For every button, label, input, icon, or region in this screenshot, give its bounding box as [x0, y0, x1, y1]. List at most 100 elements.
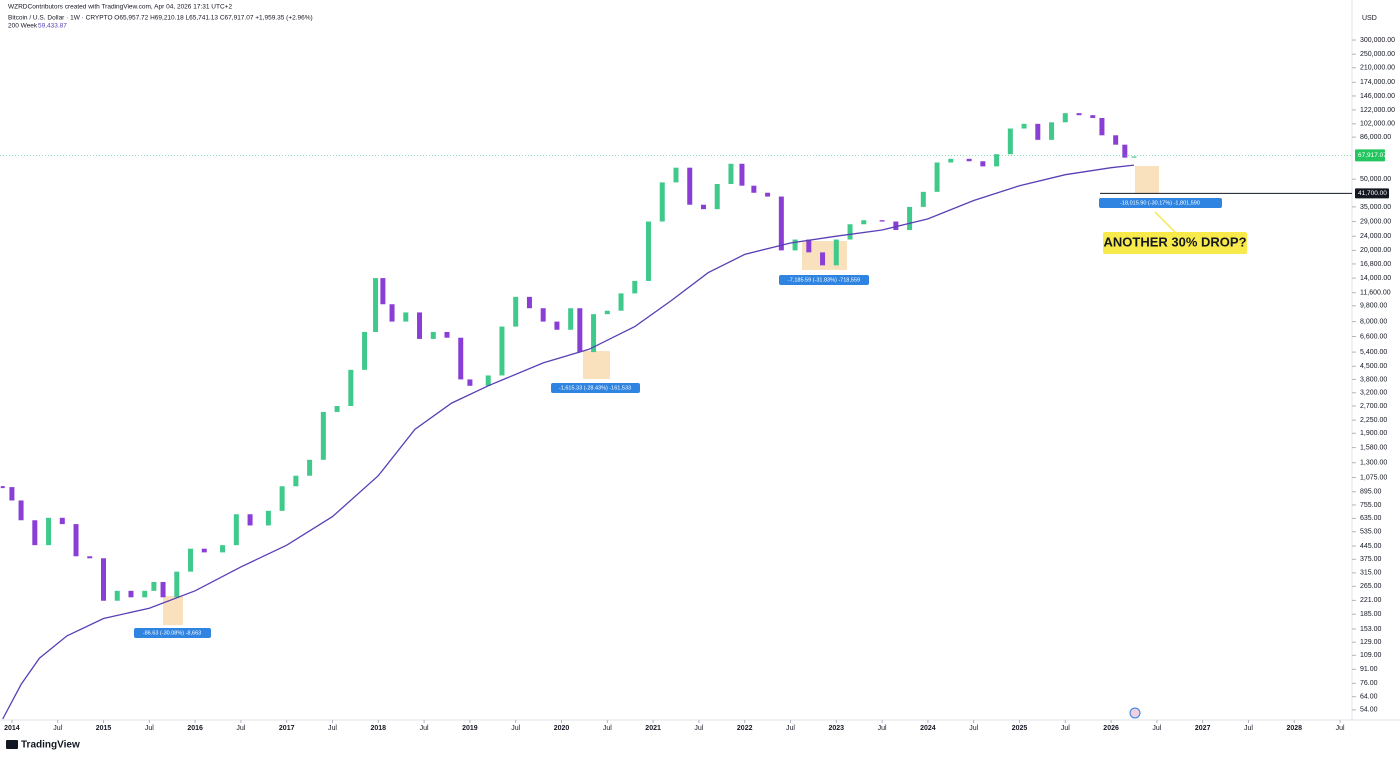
- candle: [751, 185, 757, 193]
- y-tick-label: 76.00: [1360, 680, 1378, 687]
- measure-label: -18,015.90 (-30.17%) -1,801,590: [1120, 200, 1200, 206]
- candle: [687, 167, 693, 205]
- measure-label: -7,185.59 (-31.83%) -718,559: [788, 277, 860, 283]
- candle: [739, 163, 745, 186]
- candle: [861, 220, 867, 225]
- y-tick-label: 5,400.00: [1360, 349, 1387, 356]
- candle: [362, 331, 368, 370]
- y-tick-label: 20,000.00: [1360, 247, 1391, 254]
- candle: [32, 520, 38, 546]
- candle: [806, 239, 812, 253]
- candle: [389, 304, 395, 322]
- candle: [765, 192, 771, 197]
- candle: [700, 204, 706, 210]
- measure-label-bg: [779, 275, 869, 285]
- y-tick-label: 185.00: [1360, 611, 1382, 618]
- currency: USD: [1362, 15, 1377, 22]
- candle: [59, 517, 65, 525]
- candle: [320, 411, 326, 460]
- y-tick-label: 54.00: [1360, 707, 1378, 714]
- candle: [188, 548, 194, 572]
- x-tick-label: Jul: [878, 725, 887, 732]
- y-tick-label: 210,000.00: [1360, 65, 1395, 72]
- x-tick-label: Jul: [236, 725, 245, 732]
- candle: [714, 184, 720, 210]
- last-price-label: 67,917.07: [1358, 152, 1387, 159]
- x-tick-label: 2016: [187, 725, 203, 732]
- candle: [966, 158, 972, 162]
- y-tick-label: 146,000.00: [1360, 93, 1395, 100]
- candle: [1131, 156, 1137, 158]
- candle: [233, 514, 239, 546]
- candle: [994, 154, 1000, 167]
- y-tick-label: 4,500.00: [1360, 363, 1387, 370]
- candle: [247, 514, 253, 526]
- y-tick-label: 221.00: [1360, 597, 1382, 604]
- candle: [499, 326, 505, 376]
- y-tick-label: 300,000.00: [1360, 37, 1395, 44]
- x-tick-label: 2017: [279, 725, 295, 732]
- x-tick-label: 2020: [554, 725, 570, 732]
- candle: [430, 331, 436, 339]
- candles: [0, 113, 1137, 601]
- candle: [380, 278, 386, 305]
- y-tick-label: 250,000.00: [1360, 51, 1395, 58]
- candle: [728, 163, 734, 185]
- y-tick-label: 2,700.00: [1360, 403, 1387, 410]
- ma-legend: 200 Week: [8, 23, 38, 30]
- candle: [847, 224, 853, 240]
- x-tick-label: Jul: [786, 725, 795, 732]
- y-tick-label: 122,000.00: [1360, 107, 1395, 114]
- x-tick-label: Jul: [1152, 725, 1161, 732]
- candle: [833, 239, 839, 266]
- y-tick-label: 375.00: [1360, 556, 1382, 563]
- y-tick-label: 153.00: [1360, 626, 1382, 633]
- candle: [659, 182, 665, 222]
- y-tick-label: 1,580.00: [1360, 444, 1387, 451]
- last-price-tag: [1355, 149, 1385, 162]
- x-tick-label: Jul: [53, 725, 62, 732]
- x-tick-label: 2027: [1195, 725, 1211, 732]
- measure-label: -86.63 (-30.08%) -8,663: [143, 630, 201, 636]
- candle: [618, 293, 624, 311]
- candle: [373, 278, 379, 332]
- candle: [948, 158, 954, 163]
- y-tick-label: 2,250.00: [1360, 417, 1387, 424]
- candle: [151, 582, 157, 591]
- y-tick-label: 11,600.00: [1360, 290, 1391, 297]
- x-tick-label: 2022: [737, 725, 753, 732]
- candle: [293, 475, 299, 487]
- candle: [128, 590, 134, 598]
- x-tick-label: Jul: [145, 725, 154, 732]
- x-tick-label: Jul: [420, 725, 429, 732]
- candle: [554, 321, 560, 330]
- x-tick-label: Jul: [328, 725, 337, 732]
- x-tick-label: 2023: [829, 725, 845, 732]
- x-tick-label: Jul: [1336, 725, 1345, 732]
- measure-box: [583, 351, 610, 379]
- target-label: 41,700.00: [1358, 190, 1387, 197]
- measure-label: -1,615.33 (-28.43%) -161,533: [559, 385, 631, 391]
- candle: [101, 558, 107, 601]
- x-tick-label: 2018: [371, 725, 387, 732]
- candle: [9, 487, 15, 501]
- y-tick-label: 91.00: [1360, 666, 1378, 673]
- candle: [513, 296, 519, 327]
- x-tick-label: 2028: [1287, 725, 1303, 732]
- x-tick-label: 2026: [1103, 725, 1119, 732]
- callout-box: [1103, 232, 1247, 254]
- callout-text: ANOTHER 30% DROP?: [1103, 234, 1246, 249]
- y-tick-label: 265.00: [1360, 583, 1382, 590]
- candle: [1049, 122, 1055, 140]
- candle: [820, 252, 826, 266]
- y-tick-label: 6,600.00: [1360, 333, 1387, 340]
- y-tick-label: 86,000.00: [1360, 134, 1391, 141]
- candle: [934, 162, 940, 192]
- y-tick-label: 3,200.00: [1360, 390, 1387, 397]
- measure-box: [1135, 166, 1159, 194]
- logo: TradingView: [6, 740, 80, 751]
- callout-pointer: [1154, 211, 1176, 233]
- candle: [673, 167, 679, 183]
- y-tick-label: 8,000.00: [1360, 318, 1387, 325]
